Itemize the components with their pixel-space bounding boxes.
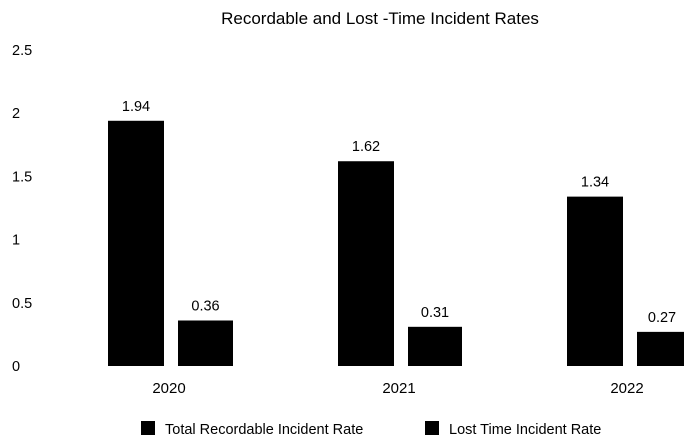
data-label: 0.27 [648,310,676,326]
chart-title: Recordable and Lost -Time Incident Rates [221,9,539,28]
y-tick-label: 0 [12,359,20,375]
legend-label-lost-time: Lost Time Incident Rate [449,422,601,438]
bar-lost-time-2022 [637,331,684,366]
bar-lost-time-2021 [408,326,462,366]
bar-lost-time-2020 [178,320,233,366]
data-label: 1.94 [122,99,150,115]
x-axis-labels: 2020 2021 2022 [152,380,643,397]
bar-total-recordable-2021 [338,161,394,366]
data-label: 0.31 [421,305,449,321]
y-tick-label: 2.5 [12,43,32,59]
y-axis-ticks: 0 0.5 1 1.5 2 2.5 [12,43,32,375]
data-label: 1.34 [581,175,609,191]
data-label: 1.62 [352,139,380,155]
bars [108,120,684,366]
x-category-label: 2021 [382,380,415,397]
y-tick-label: 2 [12,106,20,122]
y-tick-label: 1 [12,233,20,249]
x-category-label: 2022 [610,380,643,397]
legend-swatch-total-recordable [141,421,155,435]
x-category-label: 2020 [152,380,185,397]
bar-total-recordable-2022 [567,196,623,366]
data-label: 0.36 [191,298,219,314]
legend-swatch-lost-time [425,421,439,435]
value-labels: 1.94 1.62 1.34 0.36 0.31 0.27 [122,99,676,326]
bar-total-recordable-2020 [108,120,164,366]
y-tick-label: 1.5 [12,169,32,185]
legend-label-total-recordable: Total Recordable Incident Rate [165,422,363,438]
y-tick-label: 0.5 [12,296,32,312]
legend: Total Recordable Incident Rate Lost Time… [141,421,601,438]
